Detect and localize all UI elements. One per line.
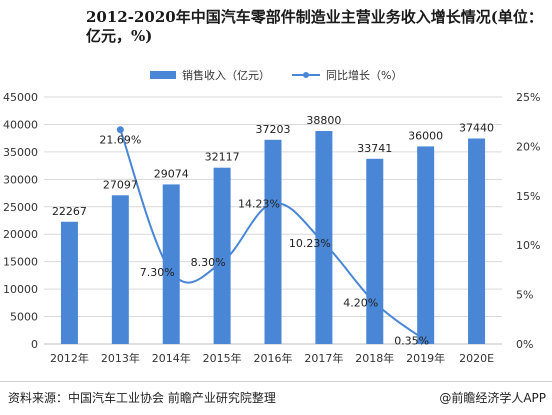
legend-swatch-line — [292, 71, 320, 79]
y-left-tick-label: 45000 — [3, 91, 38, 104]
bar-value-label: 36000 — [408, 129, 443, 142]
legend-item-growth: 同比增长（%） — [292, 67, 402, 83]
y-left-tick-label: 10000 — [3, 283, 38, 296]
growth-point — [116, 126, 124, 134]
bar-value-label: 33741 — [357, 142, 392, 155]
bar — [162, 184, 180, 344]
x-tick-label: 2013年 — [101, 351, 140, 365]
y-right-tick-label: 0% — [516, 338, 533, 351]
growth-line — [119, 129, 427, 342]
y-right-tick-label: 5% — [516, 289, 533, 302]
legend-label-growth: 同比增长（%） — [326, 69, 403, 82]
source-note: 资料来源：中国汽车工业协会 前瞻产业研究院整理 — [8, 391, 276, 405]
growth-value-label: 0.35% — [394, 335, 429, 348]
x-tick-label: 2019年 — [406, 351, 445, 365]
bar — [366, 158, 384, 344]
y-right-tick-label: 10% — [516, 239, 540, 252]
bar — [213, 167, 231, 344]
axis-labels: 0 5000 10000 15000 20000 25000 30000 35000 40000… — [3, 91, 540, 365]
x-tick-label: 2015年 — [203, 351, 242, 365]
bar — [468, 138, 486, 344]
bar-value-label: 37440 — [459, 121, 494, 134]
x-tick-label: 2020E — [459, 352, 494, 365]
legend-swatch-bar — [150, 71, 176, 79]
x-tick-label: 2016年 — [254, 351, 293, 365]
bar-value-label: 37203 — [256, 123, 291, 136]
bar — [111, 195, 129, 344]
legend-item-sales: 销售收入（亿元） — [150, 67, 270, 83]
x-tick-label: 2018年 — [355, 351, 394, 365]
y-left-tick-label: 0 — [31, 338, 38, 351]
data-labels: 22267 27097 29074 32117 37203 38800 33741 36000… — [52, 114, 494, 348]
x-tick-label: 2012年 — [50, 351, 89, 365]
y-left-tick-label: 25000 — [3, 201, 38, 214]
bar — [60, 221, 78, 344]
growth-value-label: 14.23% — [238, 197, 280, 210]
combo-chart: 22267 27097 29074 32117 37203 38800 33741 36000… — [3, 91, 540, 365]
y-right-tick-label: 15% — [516, 190, 540, 203]
brand-text: @前瞻经济学人APP — [439, 391, 546, 405]
bar-value-label: 27097 — [103, 178, 138, 191]
growth-value-label: 21.69% — [99, 134, 141, 147]
y-left-tick-label: 20000 — [3, 228, 38, 241]
footer: 资料来源：中国汽车工业协会 前瞻产业研究院整理 @前瞻经济学人APP — [0, 381, 552, 415]
line-series — [116, 126, 427, 342]
bar-value-label: 38800 — [306, 114, 341, 127]
bar-value-label: 29074 — [154, 167, 189, 180]
chart-legend: 销售收入（亿元） 同比增长（%） — [0, 67, 552, 83]
brand-credit: @前瞻经济学人APP — [439, 389, 546, 406]
growth-value-label: 10.23% — [289, 237, 331, 250]
bar — [315, 131, 333, 344]
growth-value-label: 8.30% — [191, 256, 226, 269]
x-tick-label: 2014年 — [152, 351, 191, 365]
y-left-tick-label: 30000 — [3, 173, 38, 186]
bar — [264, 139, 282, 344]
chart-title: 2012-2020年中国汽车零部件制造业主营业务收入增长情况(单位：亿元，%) — [86, 8, 543, 45]
bar-value-label: 32117 — [205, 151, 240, 164]
y-left-tick-label: 40000 — [3, 118, 38, 131]
y-right-tick-label: 25% — [516, 91, 540, 104]
bar — [417, 146, 435, 344]
bar-series — [60, 131, 486, 344]
y-right-tick-label: 20% — [516, 140, 540, 153]
y-left-tick-label: 35000 — [3, 146, 38, 159]
y-left-tick-label: 15000 — [3, 256, 38, 269]
x-tick-label: 2017年 — [304, 351, 343, 365]
bar-value-label: 22267 — [52, 205, 87, 218]
growth-value-label: 4.20% — [343, 297, 378, 310]
y-left-tick-label: 5000 — [10, 311, 38, 324]
legend-label-sales: 销售收入（亿元） — [182, 69, 270, 82]
growth-value-label: 7.30% — [140, 266, 175, 279]
